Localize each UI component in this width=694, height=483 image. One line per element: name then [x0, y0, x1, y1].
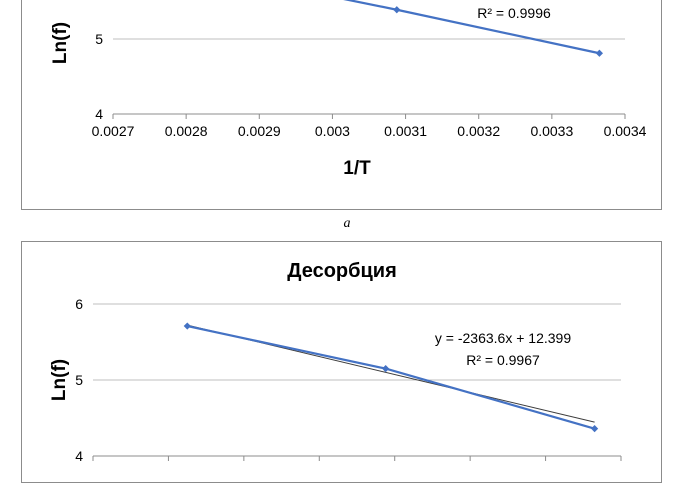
x-tick-label: 0.0028 — [165, 123, 208, 139]
chart-b: 4 5 6 Десорбция Ln(f) y = -2363.6x + 12.399 R²… — [21, 241, 662, 483]
y-tick-label: 5 — [95, 31, 103, 47]
chart-b-plot: 4 5 6 Десорбция Ln(f) y = -2363.6x + 12.399 R²… — [49, 260, 622, 464]
figure-caption: a — [343, 216, 351, 231]
y-axis-label: Ln(f) — [50, 22, 71, 64]
x-tick-label: 0.0029 — [238, 123, 281, 139]
x-tick-label: 0.0027 — [92, 123, 135, 139]
data-point — [183, 322, 191, 330]
y-tick-label: 6 — [75, 296, 83, 312]
y-axis-label: Ln(f) — [49, 359, 70, 401]
trendline-annotation: R² = 0.9967 — [466, 352, 540, 368]
chart-a: 4560.00270.00280.00290.0030.00310.00320.… — [21, 0, 662, 210]
data-point — [393, 6, 401, 14]
x-tick-label: 0.0034 — [604, 123, 647, 139]
y-tick-label: 4 — [95, 106, 103, 122]
y-tick-label: 4 — [75, 448, 83, 464]
x-tick-label: 0.0031 — [384, 123, 427, 139]
y-tick-label: 5 — [75, 372, 83, 388]
data-point — [382, 365, 390, 373]
trendline-annotation: y = -2363.6x + 12.399 — [435, 330, 571, 346]
data-point — [591, 425, 599, 433]
trendline-annotation: R² = 0.9996 — [477, 5, 551, 21]
data-point — [595, 49, 603, 57]
x-axis-label: 1/T — [343, 158, 371, 179]
chart-title: Десорбция — [287, 260, 397, 282]
x-tick-label: 0.0032 — [457, 123, 500, 139]
x-tick-label: 0.0033 — [530, 123, 573, 139]
chart-a-plot: 4560.00270.00280.00290.0030.00310.00320.… — [50, 0, 647, 179]
x-tick-label: 0.003 — [315, 123, 350, 139]
